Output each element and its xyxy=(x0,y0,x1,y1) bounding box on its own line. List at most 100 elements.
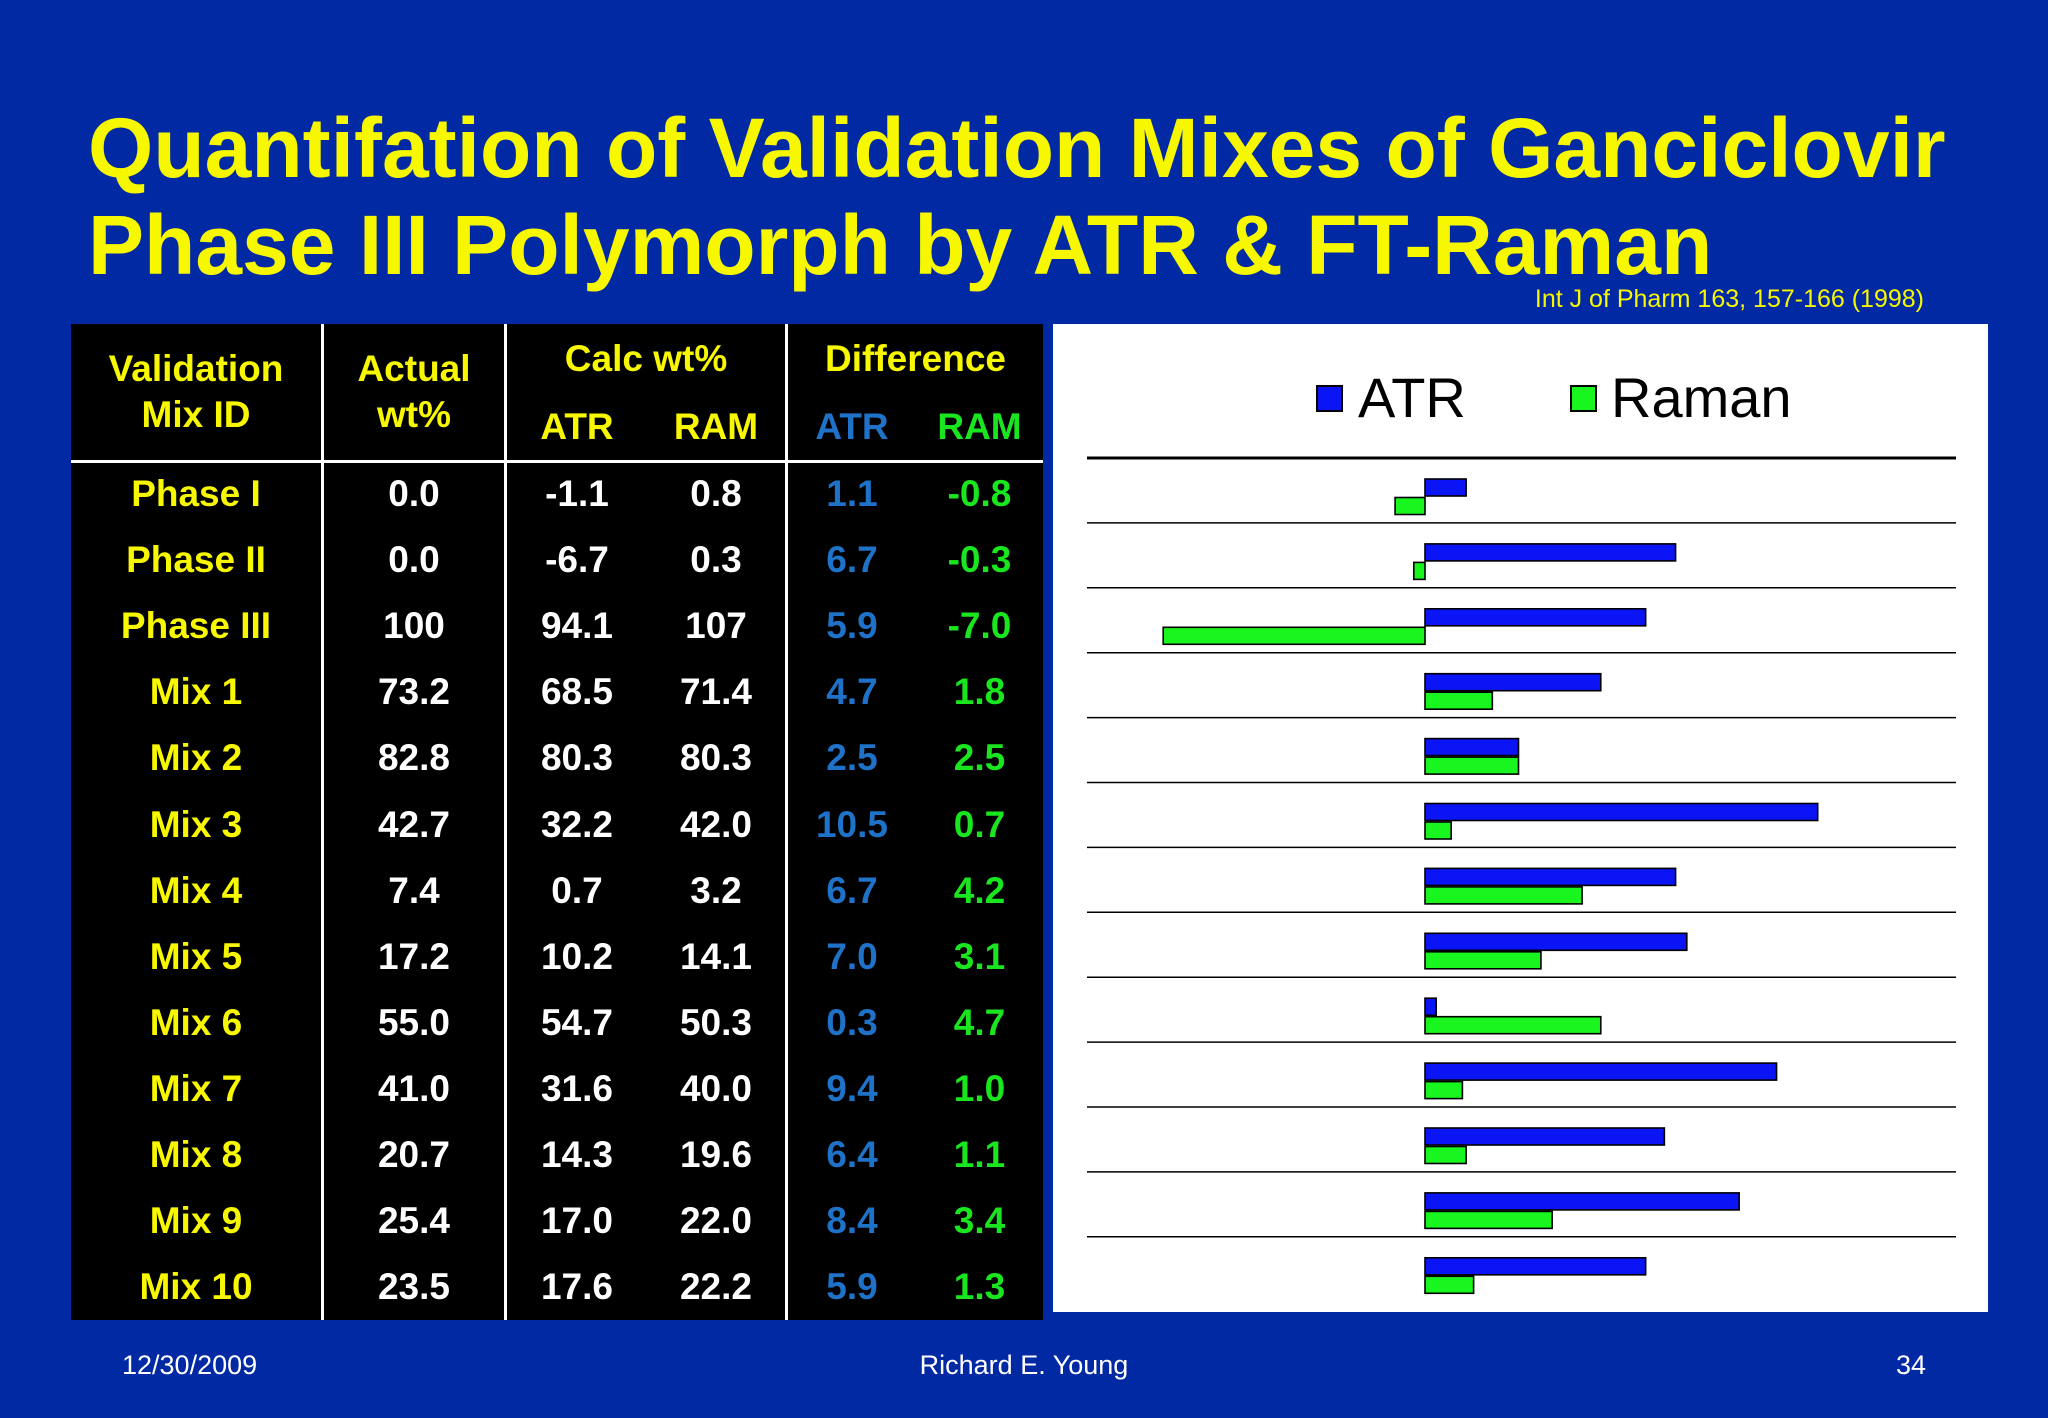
cell-actual: 0.0 xyxy=(388,539,440,581)
cell-diff-ram: 2.5 xyxy=(953,737,1006,779)
cell-calc-atr: -1.1 xyxy=(545,473,609,514)
cell-diff-ram: 1.8 xyxy=(953,671,1006,713)
cell-diff-atr: 1.1 xyxy=(826,473,878,514)
difference-chart: ATR Raman xyxy=(1053,324,1988,1312)
bar-atr-mix-10 xyxy=(1424,1256,1647,1276)
bar-atr-mix-9 xyxy=(1424,1192,1740,1211)
header-calc-ram: RAM xyxy=(673,406,759,447)
cell-calc-atr: 14.3 xyxy=(540,1134,613,1175)
cell-calc-atr: 17.6 xyxy=(540,1266,613,1308)
header-actual: Actual wt% xyxy=(324,346,504,438)
cell-mix-id: Mix 10 xyxy=(139,1266,253,1308)
cell-mix-id: Mix 7 xyxy=(149,1067,243,1109)
cell-calc-ram: 14.1 xyxy=(679,935,752,977)
cell-mix-id: Mix 5 xyxy=(149,935,243,977)
cell-diff-atr: 8.4 xyxy=(826,1200,878,1242)
header-diff-atr: ATR xyxy=(815,406,889,447)
cell-diff-ram: 4.2 xyxy=(953,869,1006,911)
footer-page-number: 34 xyxy=(1896,1350,1927,1380)
column-divider xyxy=(785,324,788,1320)
cell-calc-ram: 50.3 xyxy=(679,1001,752,1043)
bar-atr-phase-ii xyxy=(1424,543,1677,562)
bar-atr-mix-6 xyxy=(1424,997,1438,1017)
citation: Int J of Pharm 163, 157-166 (1998) xyxy=(1534,285,1924,313)
cell-actual: 17.2 xyxy=(377,935,450,977)
cell-diff-ram: -0.8 xyxy=(947,473,1012,514)
bar-raman-mix-8 xyxy=(1424,1145,1467,1165)
bar-atr-mix-8 xyxy=(1424,1127,1666,1146)
bar-raman-mix-3 xyxy=(1424,821,1452,840)
bar-atr-mix-5 xyxy=(1424,932,1688,952)
header-diff-ram: RAM xyxy=(937,406,1022,447)
cell-actual: 7.4 xyxy=(388,869,440,911)
cell-diff-atr: 6.7 xyxy=(826,869,878,911)
chart-svg: ATR Raman xyxy=(1087,366,1956,1295)
cell-mix-id: Mix 6 xyxy=(149,1001,243,1043)
cell-calc-ram: 42.0 xyxy=(679,803,752,845)
footer-date: 12/30/2009 xyxy=(122,1350,258,1380)
header-divider xyxy=(71,460,1043,463)
cell-mix-id: Mix 9 xyxy=(149,1200,243,1242)
bar-atr-mix-1 xyxy=(1424,672,1602,692)
cell-diff-ram: 0.7 xyxy=(953,803,1006,845)
cell-diff-atr: 10.5 xyxy=(815,803,888,845)
title-line-1: Quantifation of Validation Mixes of Ganc… xyxy=(88,101,1946,195)
cell-diff-ram: 3.4 xyxy=(953,1200,1006,1242)
bar-atr-mix-2 xyxy=(1424,737,1520,757)
bar-raman-mix-9 xyxy=(1424,1210,1553,1230)
cell-diff-ram: 4.7 xyxy=(953,1001,1006,1043)
cell-mix-id: Mix 2 xyxy=(149,737,243,779)
header-difference: Difference xyxy=(825,338,1006,379)
bar-raman-mix-1 xyxy=(1424,691,1494,711)
cell-actual: 73.2 xyxy=(377,671,450,713)
cell-diff-ram: 1.3 xyxy=(953,1266,1006,1308)
cell-actual: 41.0 xyxy=(377,1067,450,1109)
cell-actual: 25.4 xyxy=(377,1200,450,1242)
cell-calc-atr: 68.5 xyxy=(540,671,613,713)
cell-actual: 42.7 xyxy=(377,803,450,845)
cell-calc-ram: 80.3 xyxy=(679,737,752,779)
legend-swatch-atr xyxy=(1316,385,1343,412)
bar-raman-mix-7 xyxy=(1424,1080,1464,1100)
cell-actual: 0.0 xyxy=(388,473,440,514)
cell-actual: 55.0 xyxy=(377,1001,450,1043)
bar-raman-phase-i xyxy=(1394,496,1426,516)
cell-calc-atr: 54.7 xyxy=(540,1001,613,1043)
cell-calc-ram: 71.4 xyxy=(679,671,752,713)
bar-atr-mix-4 xyxy=(1424,867,1677,887)
cell-diff-atr: 4.7 xyxy=(826,671,878,713)
cell-mix-id: Mix 1 xyxy=(149,671,243,713)
header-calc: Calc wt% xyxy=(564,338,728,379)
cell-calc-ram: 22.2 xyxy=(679,1266,752,1308)
cell-calc-ram: 0.8 xyxy=(690,473,742,514)
bar-atr-phase-i xyxy=(1424,478,1467,497)
cell-calc-ram: 0.3 xyxy=(690,539,742,581)
legend-swatch-raman xyxy=(1570,385,1597,412)
cell-diff-atr: 6.7 xyxy=(826,539,878,581)
cell-calc-ram: 19.6 xyxy=(679,1134,752,1175)
cell-mix-id: Phase III xyxy=(120,605,272,647)
cell-calc-atr: 94.1 xyxy=(540,605,613,647)
cell-actual: 23.5 xyxy=(377,1266,450,1308)
cell-calc-atr: 32.2 xyxy=(540,803,613,845)
cell-diff-atr: 7.0 xyxy=(826,935,878,977)
bar-raman-mix-6 xyxy=(1424,1015,1602,1035)
cell-diff-atr: 9.4 xyxy=(826,1067,878,1109)
cell-diff-ram: 3.1 xyxy=(953,935,1006,977)
cell-diff-ram: 1.1 xyxy=(953,1134,1006,1175)
cell-actual: 20.7 xyxy=(377,1134,450,1175)
bar-raman-mix-10 xyxy=(1424,1275,1475,1295)
header-calc-atr: ATR xyxy=(540,406,614,447)
column-divider xyxy=(504,324,507,1320)
cell-mix-id: Phase II xyxy=(126,539,266,581)
cell-diff-atr: 2.5 xyxy=(826,737,878,779)
legend-label-atr: ATR xyxy=(1358,366,1466,429)
cell-calc-ram: 107 xyxy=(685,605,747,647)
bar-raman-mix-2 xyxy=(1424,756,1520,775)
header-mix-id-line1: Validation xyxy=(108,348,284,389)
slide-title: Quantifation of Validation Mixes of Ganc… xyxy=(88,100,2008,294)
cell-mix-id: Phase I xyxy=(131,473,261,514)
cell-mix-id: Mix 3 xyxy=(149,803,243,845)
cell-calc-atr: 10.2 xyxy=(540,935,613,977)
cell-diff-ram: 1.0 xyxy=(953,1067,1006,1109)
